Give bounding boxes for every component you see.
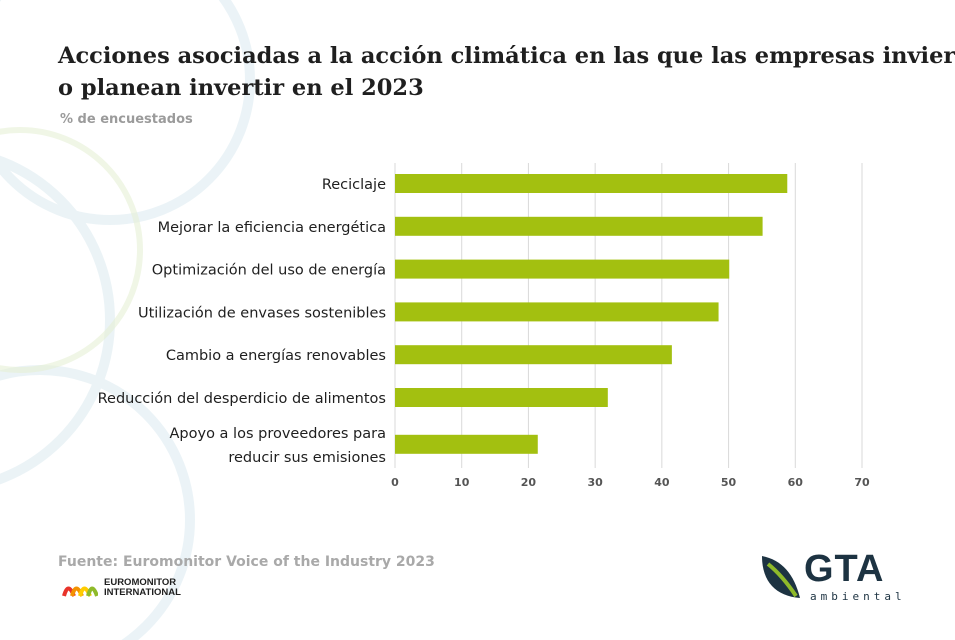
x-tick-label: 60 xyxy=(788,476,804,489)
bar xyxy=(395,302,719,322)
category-label: Apoyo a los proveedores para xyxy=(170,426,387,442)
euromonitor-mark-icon xyxy=(62,586,98,597)
category-label: Cambio a energías renovables xyxy=(166,348,386,364)
x-tick-label: 50 xyxy=(721,476,737,489)
category-label: Reciclaje xyxy=(322,177,386,193)
bar xyxy=(395,259,730,279)
bar xyxy=(395,388,608,407)
chart-title-line-2: o planean invertir en el 2023 xyxy=(58,75,424,101)
chart-title: Acciones asociadas a la acción climática… xyxy=(58,40,955,104)
bar xyxy=(395,216,763,236)
gta-subname: ambiental xyxy=(810,590,906,603)
source-note: Fuente: Euromonitor Voice of the Industr… xyxy=(58,554,435,570)
category-label: Mejorar la eficiencia energética xyxy=(158,220,386,236)
leaf-icon xyxy=(762,556,800,598)
category-label: Optimización del uso de energía xyxy=(152,263,386,279)
bar xyxy=(395,345,672,365)
euromonitor-subname: INTERNATIONAL xyxy=(104,587,181,598)
x-tick-label: 0 xyxy=(391,476,399,489)
bars xyxy=(395,174,788,454)
x-tick-label: 20 xyxy=(521,476,537,489)
x-tick-label: 30 xyxy=(587,476,603,489)
gta-ambiental-logo: GTA ambiental xyxy=(758,548,918,610)
x-tick-label: 10 xyxy=(454,476,470,489)
gta-name: GTA xyxy=(804,548,885,590)
chart-subtitle: % de encuestados xyxy=(60,112,193,127)
bar xyxy=(395,174,788,193)
x-tick-label: 70 xyxy=(854,476,870,489)
chart-title-line-1: Acciones asociadas a la acción climática… xyxy=(58,43,955,69)
euromonitor-name: EUROMONITOR xyxy=(104,577,177,588)
bar-chart: Reciclaje Mejorar la eficiencia energétic… xyxy=(98,163,870,489)
category-labels: Reciclaje Mejorar la eficiencia energétic… xyxy=(98,177,386,466)
category-label: reducir sus emisiones xyxy=(228,450,386,466)
euromonitor-logo: EUROMONITOR INTERNATIONAL xyxy=(62,578,181,598)
x-tick-labels: 0 10 20 30 40 50 60 70 xyxy=(391,476,870,489)
category-label: Utilización de envases sostenibles xyxy=(138,305,386,321)
bar xyxy=(395,434,538,454)
x-tick-label: 40 xyxy=(654,476,670,489)
category-label: Reducción del desperdicio de alimentos xyxy=(98,391,386,407)
